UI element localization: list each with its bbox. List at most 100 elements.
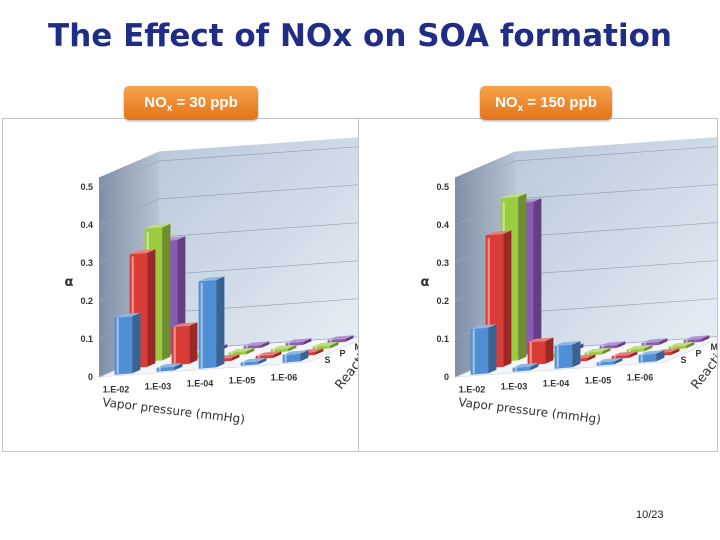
bar-front-face <box>114 316 133 375</box>
chart-panel-nox-30: 0 0.1 0.2 0.3 0.4 0.5 α 1.E-02 1.E-03 1.E-04 1.E-0… <box>2 118 362 452</box>
bar-front-face <box>611 354 630 360</box>
badge-suffix: = 150 ppb <box>523 94 597 111</box>
bar-side-face <box>545 337 554 364</box>
x-axis-title: Vapor pressure (mmHg) <box>458 395 602 426</box>
bar-S-1.E-02 <box>470 324 497 375</box>
bar-M-1.E-04 <box>584 347 611 356</box>
bar-front-face <box>668 345 687 350</box>
z-tick-label: 0.3 <box>80 258 93 268</box>
bar-side-face <box>617 341 626 348</box>
z-tick-label: 0.1 <box>436 334 449 344</box>
badge-prefix: NO <box>495 94 518 111</box>
bar-S-1.E-04 <box>198 276 225 369</box>
bar-top-face <box>683 335 710 341</box>
bar-P-1.E-05 <box>611 351 638 360</box>
bar-side-face <box>162 223 171 361</box>
bar-front-face <box>240 361 259 366</box>
z-gridline <box>98 146 361 188</box>
bar-side-face <box>261 341 270 348</box>
bar-front-face <box>638 353 657 363</box>
bar-top-face <box>327 335 354 341</box>
bar-top-face <box>228 347 255 353</box>
bar-front-face <box>327 338 346 344</box>
bar-side-face <box>686 341 695 349</box>
bar-top-face <box>599 341 626 347</box>
bar-side-face <box>644 344 653 352</box>
series-axis-label: M <box>711 342 718 352</box>
bar-side-face <box>614 357 623 365</box>
bar-side-face <box>315 348 324 355</box>
bar-top-face <box>626 344 653 350</box>
bar-side-face <box>602 347 611 355</box>
bar-front-face <box>156 366 175 372</box>
bar-top-face <box>243 341 270 347</box>
bar-side-face <box>659 338 668 345</box>
bar-S-1.E-03 <box>156 363 183 372</box>
bar-M-1.E-05 <box>626 344 653 353</box>
bar-M-1.E-06 <box>312 341 339 350</box>
bar-F-1.E-06 <box>327 335 354 344</box>
z-tick-label: 0.1 <box>80 334 93 344</box>
bar-front-face <box>683 338 702 344</box>
bar-M-1.E-06 <box>668 341 695 350</box>
z-tick-label: 0.5 <box>436 182 449 192</box>
bar-side-face <box>629 351 638 358</box>
bar-top-face <box>312 341 339 347</box>
bar-front-face <box>527 341 546 366</box>
page-number: 10/23 <box>636 509 664 521</box>
z-axis-label: α <box>421 275 430 290</box>
bar-top-face <box>638 350 665 356</box>
bar-front-face <box>243 344 262 350</box>
bar-side-face <box>656 350 665 362</box>
z-gridline <box>454 146 717 188</box>
bar3d-chart-nox-30: 0 0.1 0.2 0.3 0.4 0.5 α 1.E-02 1.E-03 1.E-04 1.E-0… <box>65 137 361 426</box>
bar-front-face <box>285 341 304 347</box>
x-tick-label: 1.E-05 <box>229 376 256 386</box>
bar-side-face <box>671 348 680 355</box>
bar-front-face <box>599 344 618 350</box>
bar-top-face <box>129 249 156 255</box>
bar-front-face <box>255 354 274 360</box>
bar-side-face <box>701 335 710 342</box>
bar3d-chart-nox-150: 0 0.1 0.2 0.3 0.4 0.5 α 1.E-02 1.E-03 1.E-04 1.E-0… <box>421 137 718 426</box>
bar-P-1.E-03 <box>527 337 554 366</box>
x-tick-label: 1.E-03 <box>501 382 528 392</box>
badge-suffix: = 30 ppb <box>172 94 238 111</box>
bar-F-1.E-06 <box>683 335 710 344</box>
series-axis-label: S <box>325 355 331 365</box>
z-tick-label: 0.4 <box>80 220 93 230</box>
bar-side-face <box>258 357 267 365</box>
bar-top-face <box>668 341 695 347</box>
nox-30-badge: NOx = 30 ppb <box>124 86 258 120</box>
bar-side-face <box>246 347 255 355</box>
bar-top-face <box>596 357 623 363</box>
bar-side-face <box>189 322 198 364</box>
bar-side-face <box>488 324 497 374</box>
bar-side-face <box>345 335 354 342</box>
bar-top-face <box>500 193 527 199</box>
x-tick-label: 1.E-05 <box>585 376 612 386</box>
bar-top-face <box>144 223 171 229</box>
bar-P-1.E-03 <box>171 322 198 366</box>
bar-side-face <box>503 230 512 367</box>
series-axis-label: P <box>340 348 346 358</box>
badge-subscript: x <box>166 103 173 114</box>
bar-front-face <box>626 348 645 353</box>
bar-front-face <box>171 325 190 366</box>
z-tick-label: 0.4 <box>436 220 449 230</box>
badge-subscript: x <box>517 103 524 114</box>
z-tick-label: 0 <box>444 372 449 382</box>
z-tick-label: 0.2 <box>436 296 449 306</box>
bar-S-1.E-04 <box>554 341 581 369</box>
bar-S-1.E-05 <box>596 357 623 366</box>
bar-front-face <box>270 348 289 353</box>
z-tick-label: 0.5 <box>80 182 93 192</box>
x-tick-label: 1.E-03 <box>145 382 172 392</box>
x-tick-label: 1.E-06 <box>627 373 654 383</box>
z-tick-label: 0 <box>88 372 93 382</box>
bar-top-face <box>512 363 539 368</box>
chart-panel-nox-150: 0 0.1 0.2 0.3 0.4 0.5 α 1.E-02 1.E-03 1.E-04 1.E-0… <box>358 118 718 452</box>
series-axis-label: S <box>681 355 687 365</box>
bar-front-face <box>198 280 217 369</box>
bar-side-face <box>231 354 240 361</box>
